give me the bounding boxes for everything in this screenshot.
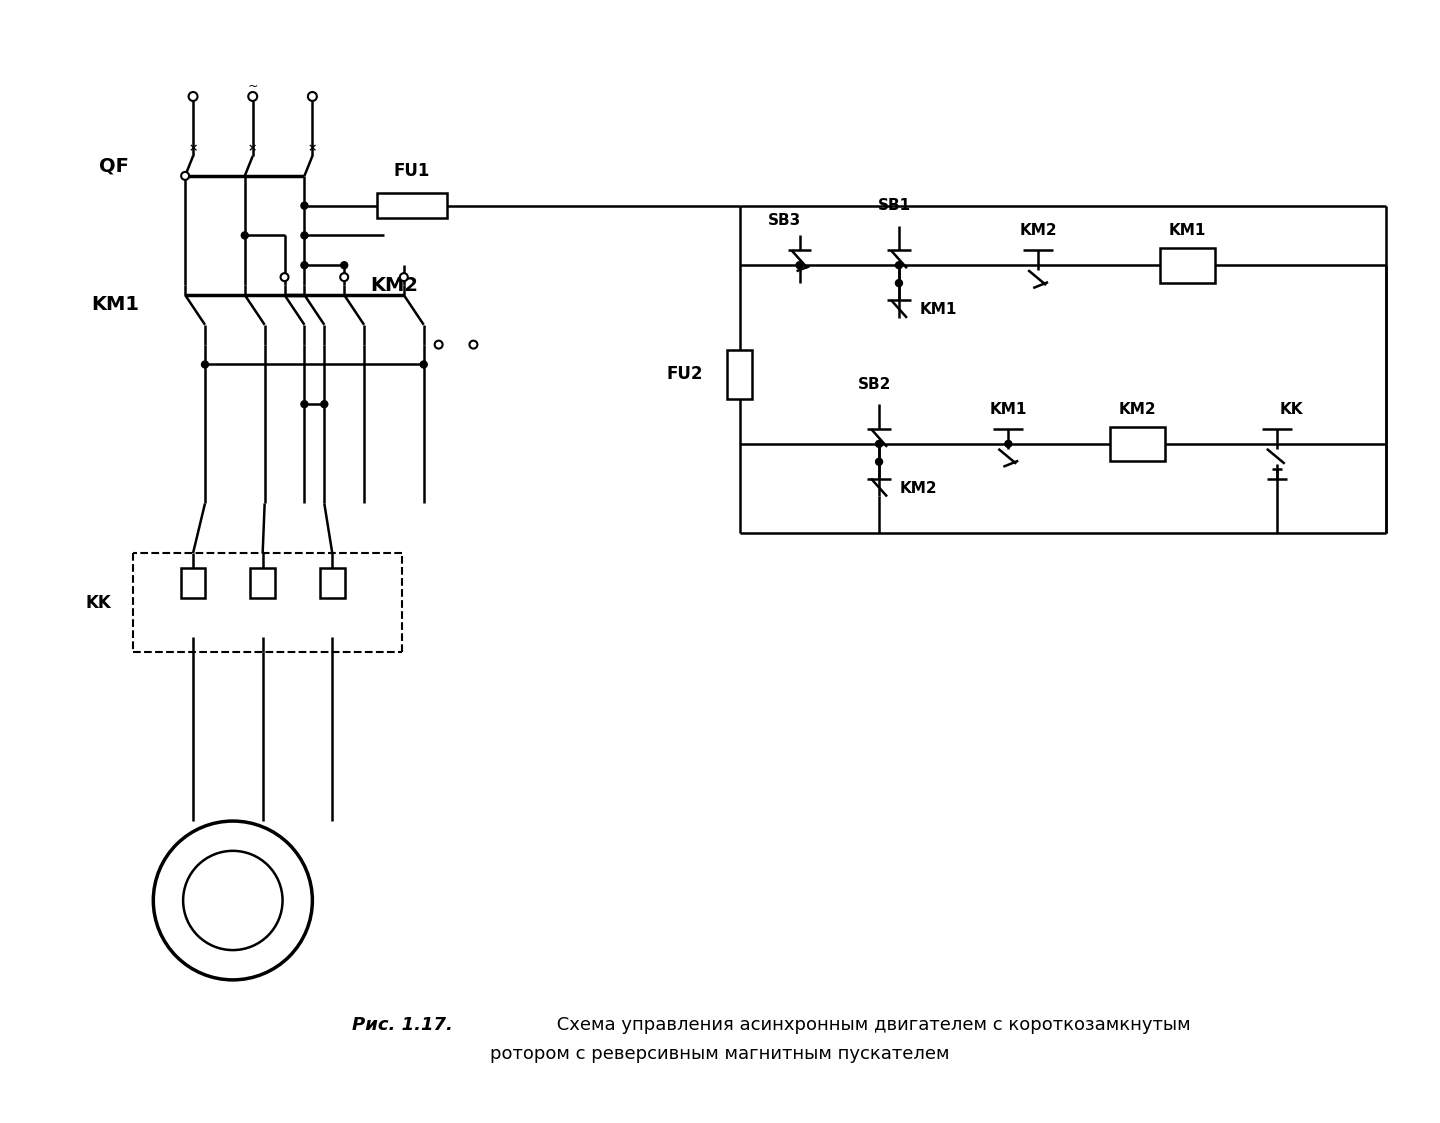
Circle shape: [183, 851, 282, 950]
Circle shape: [876, 458, 883, 465]
Text: ×: ×: [248, 143, 258, 153]
Circle shape: [301, 262, 308, 268]
Text: FU1: FU1: [393, 162, 431, 180]
Bar: [251, 568, 275, 597]
Circle shape: [469, 340, 478, 348]
Bar: [727, 349, 752, 399]
Text: SB3: SB3: [768, 213, 801, 228]
Text: ротором с реверсивным магнитным пускателем: ротором с реверсивным магнитным пускател…: [490, 1046, 950, 1063]
Text: KM2: KM2: [1020, 223, 1057, 238]
Bar: [1161, 248, 1214, 283]
Circle shape: [242, 232, 248, 239]
Text: Рис. 1.17.: Рис. 1.17.: [353, 1015, 454, 1033]
Circle shape: [301, 401, 308, 408]
Text: ~: ~: [248, 80, 258, 93]
Text: KK: KK: [86, 594, 111, 612]
Circle shape: [896, 262, 903, 268]
Text: KM1: KM1: [1169, 223, 1205, 238]
Text: ×: ×: [189, 143, 197, 153]
Text: SB1: SB1: [877, 198, 910, 213]
Circle shape: [1005, 440, 1012, 447]
Circle shape: [321, 401, 328, 408]
Bar: [377, 193, 446, 218]
Bar: [1110, 427, 1165, 462]
Text: Схема управления асинхронным двигателем с короткозамкнутым: Схема управления асинхронным двигателем …: [552, 1015, 1191, 1033]
Bar: [180, 568, 206, 597]
Circle shape: [796, 262, 804, 268]
Text: ×: ×: [308, 143, 317, 153]
Circle shape: [153, 821, 312, 980]
Text: KM1: KM1: [920, 302, 958, 318]
Circle shape: [202, 360, 209, 368]
Circle shape: [400, 273, 408, 281]
Circle shape: [281, 273, 288, 281]
Circle shape: [341, 262, 347, 268]
Circle shape: [301, 232, 308, 239]
Circle shape: [896, 280, 903, 286]
Text: KM1: KM1: [92, 295, 140, 314]
Circle shape: [248, 92, 258, 101]
Text: KM2: KM2: [1119, 402, 1156, 417]
Text: KM2: KM2: [900, 481, 937, 496]
Text: FU2: FU2: [667, 365, 704, 383]
Text: QF: QF: [98, 156, 128, 175]
Text: KM1: KM1: [989, 402, 1027, 417]
Circle shape: [189, 92, 197, 101]
Bar: [320, 568, 344, 597]
Circle shape: [340, 273, 348, 281]
Circle shape: [308, 92, 317, 101]
Text: M: M: [222, 891, 243, 911]
Circle shape: [876, 440, 883, 447]
Circle shape: [301, 202, 308, 209]
Text: KM2: KM2: [370, 275, 418, 294]
Text: KK: KK: [1280, 402, 1303, 417]
Circle shape: [435, 340, 442, 348]
Circle shape: [420, 360, 428, 368]
Text: SB2: SB2: [857, 377, 891, 392]
Circle shape: [181, 172, 189, 180]
